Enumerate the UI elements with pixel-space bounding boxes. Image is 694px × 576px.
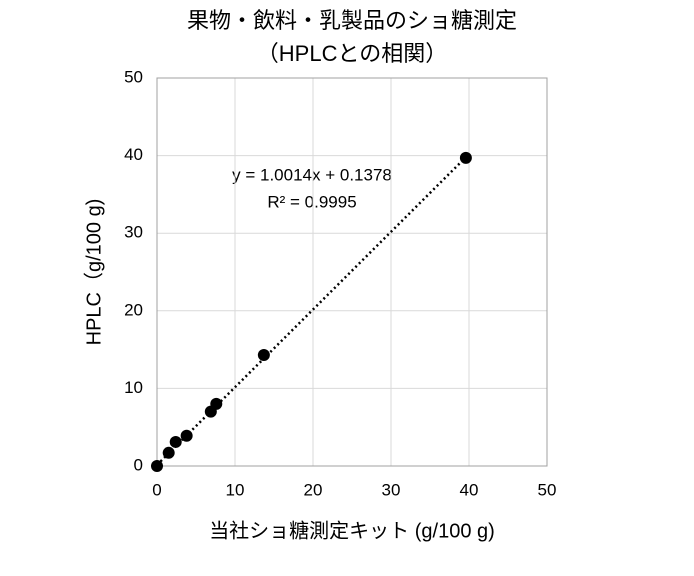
chart-title: （HPLCとの相関） [257,41,447,66]
y-tick-label: 20 [124,300,143,319]
data-point [210,397,223,410]
y-tick-label: 10 [124,378,143,397]
data-point [257,349,270,362]
x-tick-label: 0 [152,480,161,499]
x-tick-label: 20 [304,480,323,499]
x-axis-label: 当社ショ糖測定キット (g/100 g) [209,519,495,542]
data-point [180,429,193,442]
data-point [459,151,472,164]
y-tick-label: 30 [124,223,143,242]
r-squared: R² = 0.9995 [267,192,356,211]
chart-title: 果物・飲料・乳製品のショ糖測定 [187,8,517,33]
trendline-equation: y = 1.0014x + 0.1378 [232,165,392,184]
plot-border [156,77,548,467]
x-tick-label: 50 [538,480,557,499]
y-axis-label: HPLC（g/100 g) [82,199,105,346]
x-tick-label: 10 [226,480,245,499]
y-tick-label: 40 [124,145,143,164]
x-tick-label: 40 [460,480,479,499]
y-tick-label: 0 [134,455,143,474]
data-point [169,435,182,448]
data-point [162,446,175,459]
data-point [151,460,163,472]
x-tick-label: 30 [382,480,401,499]
y-tick-label: 50 [124,67,143,86]
